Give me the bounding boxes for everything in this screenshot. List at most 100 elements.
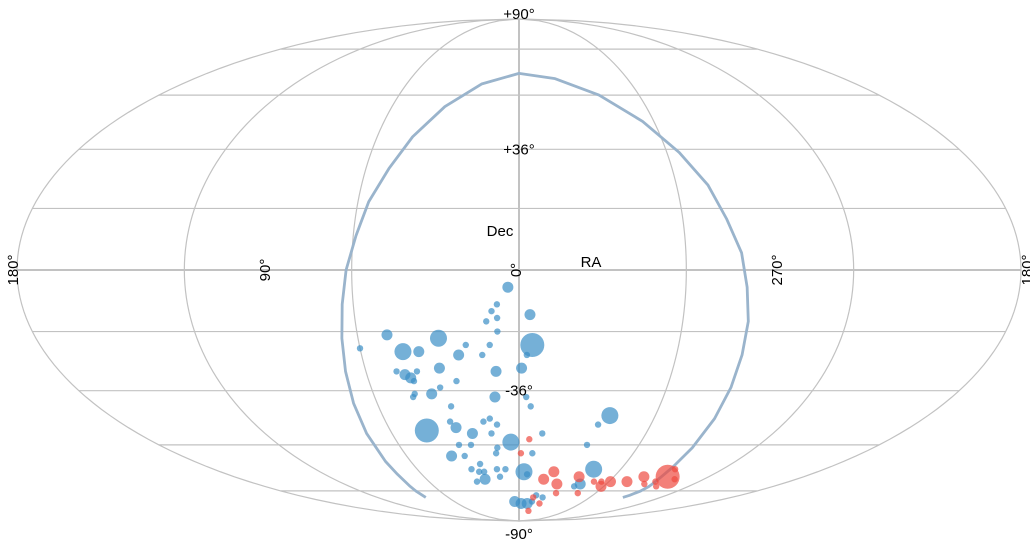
ra-tick-label: 90° — [257, 259, 274, 282]
data-point — [490, 365, 502, 377]
data-point — [548, 466, 560, 478]
data-point — [488, 430, 495, 437]
y-axis-label: Dec — [487, 223, 514, 240]
data-point — [539, 494, 546, 501]
data-point — [552, 489, 560, 497]
data-point — [496, 473, 504, 480]
x-axis-label: RA — [581, 254, 602, 271]
graticule-grid — [16, 18, 1022, 522]
data-point — [604, 476, 616, 488]
data-point — [414, 418, 439, 443]
data-point — [621, 476, 633, 488]
data-point — [517, 450, 525, 457]
data-point — [529, 450, 536, 457]
data-point — [480, 418, 487, 425]
curve-line — [340, 71, 750, 499]
data-point — [409, 393, 417, 401]
data-point — [488, 307, 495, 315]
data-point — [486, 341, 493, 349]
data-point — [466, 427, 478, 439]
data-point — [413, 346, 425, 358]
data-point — [480, 468, 488, 475]
data-point — [455, 441, 463, 449]
data-point — [570, 483, 578, 490]
data-point — [483, 318, 490, 325]
data-point — [641, 480, 648, 488]
data-point — [426, 388, 438, 400]
data-point — [356, 345, 364, 352]
ra-tick-label: 270° — [769, 254, 786, 285]
data-point — [574, 489, 581, 497]
data-point — [502, 281, 514, 293]
data-point — [520, 332, 545, 357]
data-point — [601, 407, 619, 425]
data-point — [494, 328, 501, 335]
data-point — [523, 393, 530, 401]
data-point — [493, 466, 501, 473]
data-point — [583, 441, 591, 449]
data-point — [394, 343, 412, 361]
data-point — [413, 368, 421, 375]
data-point — [446, 418, 454, 425]
data-point — [393, 368, 400, 375]
data-point — [410, 377, 418, 385]
data-point — [453, 349, 465, 361]
data-point — [536, 500, 543, 507]
data-point — [523, 351, 531, 359]
data-point — [493, 301, 501, 308]
data-point — [453, 377, 460, 385]
data-point — [551, 478, 563, 490]
data-point — [652, 478, 659, 485]
ra-tick-label: 180° — [5, 254, 22, 285]
data-point — [538, 473, 550, 485]
curve-layer — [340, 71, 750, 499]
data-point — [433, 362, 445, 374]
data-point — [494, 444, 501, 451]
data-point — [502, 466, 509, 473]
data-point — [486, 415, 493, 422]
data-point — [447, 403, 455, 410]
labels-layer: 180° 90° 0° 270° 180° +90° +36° -36° -90° Dec RA — [5, 6, 1030, 543]
data-point — [638, 471, 650, 483]
ra-tick-label: 0° — [508, 263, 525, 277]
data-point — [381, 329, 393, 341]
data-point — [529, 494, 537, 501]
data-point — [509, 496, 521, 508]
data-point — [493, 421, 501, 428]
data-point — [595, 480, 607, 492]
data-point — [479, 351, 486, 359]
data-point — [594, 421, 602, 428]
data-point — [671, 476, 678, 483]
data-point — [446, 450, 458, 462]
data-point — [525, 507, 532, 515]
data-point — [475, 468, 483, 475]
dec-tick-label: +90° — [503, 6, 534, 23]
data-point — [436, 384, 444, 391]
data-point — [492, 450, 500, 457]
data-point — [461, 452, 468, 460]
data-point — [476, 460, 484, 468]
data-point — [516, 362, 528, 374]
data-point — [652, 483, 660, 490]
dec-tick-label: +36° — [503, 141, 534, 158]
data-point — [524, 309, 536, 321]
ra-tick-label: 180° — [1019, 254, 1030, 285]
data-point — [539, 430, 546, 437]
points-layer — [356, 281, 680, 515]
data-point — [468, 466, 475, 473]
data-point — [489, 391, 501, 403]
data-point — [473, 478, 481, 485]
data-point — [527, 403, 534, 410]
data-point — [479, 473, 491, 485]
data-point — [462, 341, 469, 349]
data-point — [429, 329, 447, 347]
data-point — [502, 433, 520, 451]
data-point — [526, 436, 533, 443]
dec-tick-label: -90° — [505, 526, 533, 543]
data-point — [515, 463, 533, 481]
data-point — [523, 471, 531, 478]
data-point — [450, 422, 462, 434]
data-point — [493, 314, 501, 322]
data-point — [573, 471, 585, 483]
